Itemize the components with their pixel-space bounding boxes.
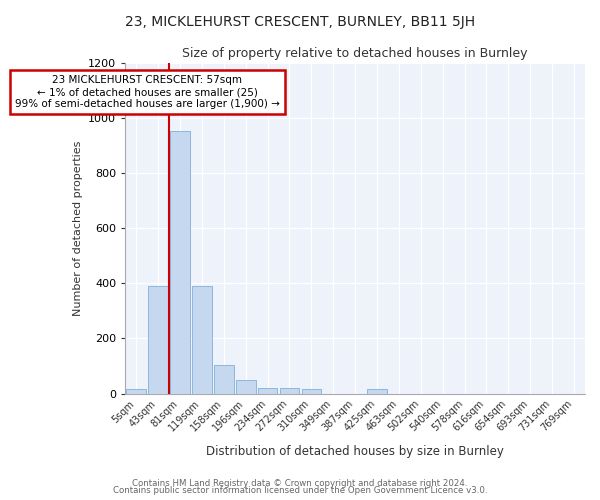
Bar (236, 380, 256, 394)
Title: Size of property relative to detached houses in Burnley: Size of property relative to detached ho… (182, 48, 528, 60)
Text: Contains HM Land Registry data © Crown copyright and database right 2024.: Contains HM Land Registry data © Crown c… (132, 478, 468, 488)
Bar (258, 388, 277, 394)
Text: 23 MICKLEHURST CRESCENT: 57sqm
← 1% of detached houses are smaller (25)
99% of s: 23 MICKLEHURST CRESCENT: 57sqm ← 1% of d… (15, 76, 280, 108)
Bar (148, 286, 168, 394)
Bar (367, 390, 387, 394)
Bar (280, 388, 299, 394)
Bar (170, 130, 190, 394)
Bar (214, 364, 233, 394)
Bar (127, 390, 146, 394)
Bar (302, 390, 321, 394)
Bar (192, 286, 212, 394)
Y-axis label: Number of detached properties: Number of detached properties (73, 140, 83, 316)
Text: Contains public sector information licensed under the Open Government Licence v3: Contains public sector information licen… (113, 486, 487, 495)
Text: 23, MICKLEHURST CRESCENT, BURNLEY, BB11 5JH: 23, MICKLEHURST CRESCENT, BURNLEY, BB11 … (125, 15, 475, 29)
X-axis label: Distribution of detached houses by size in Burnley: Distribution of detached houses by size … (206, 444, 504, 458)
